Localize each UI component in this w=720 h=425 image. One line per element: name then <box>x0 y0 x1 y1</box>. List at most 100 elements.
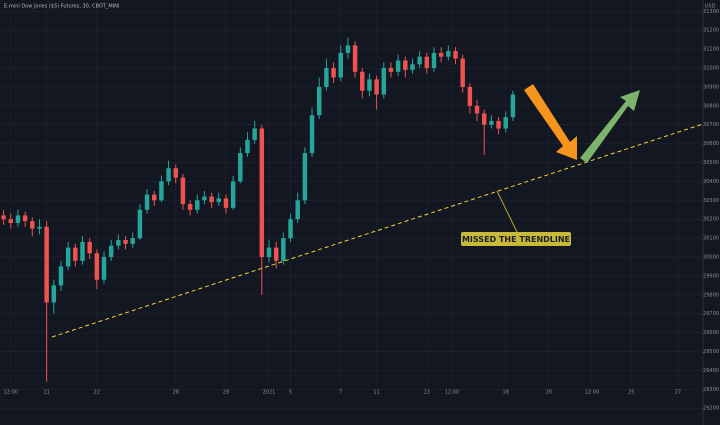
candle-body <box>44 226 49 303</box>
candle-body <box>446 51 451 57</box>
candle-body <box>30 221 35 229</box>
candle-body <box>510 94 516 118</box>
candle-body <box>460 58 465 87</box>
candle-body <box>417 56 422 65</box>
x-tick-label: 20 <box>546 390 552 396</box>
candle-body <box>331 68 336 78</box>
y-tick-label: 30600 <box>703 141 719 147</box>
candle-body <box>180 177 186 205</box>
x-tick-label: 21 <box>43 390 49 396</box>
candle-body <box>281 238 286 261</box>
candle-body <box>302 153 308 201</box>
candle-body <box>101 257 107 280</box>
x-tick-label: 29 <box>223 390 229 396</box>
candle-body <box>453 51 458 59</box>
candle-body <box>123 240 128 244</box>
y-tick-label: 31000 <box>703 66 719 72</box>
y-tick-label: 31100 <box>703 47 719 53</box>
candle-body <box>438 52 444 57</box>
candle-body <box>410 64 415 70</box>
candle-body <box>152 194 157 201</box>
candle-body <box>259 128 265 258</box>
candle-body <box>58 266 64 286</box>
candle-body <box>37 226 42 229</box>
candle-body <box>159 181 164 201</box>
y-tick-label: 30000 <box>703 255 719 261</box>
candle-body <box>80 241 85 261</box>
annotation-pointer <box>496 190 518 233</box>
candle-body <box>94 253 100 280</box>
candle-body <box>503 117 508 129</box>
candle-body <box>295 200 300 220</box>
y-tick-label: 29700 <box>703 311 719 317</box>
candle-body <box>381 68 387 95</box>
candle-body <box>187 204 193 210</box>
x-tick-label: 12:00 <box>4 390 18 396</box>
candle-body <box>116 240 121 246</box>
x-tick-label: 28 <box>173 390 179 396</box>
candle-body <box>202 196 207 201</box>
candle-body <box>309 115 315 154</box>
candle-body <box>22 215 28 222</box>
annotation-text: MISSED THE TRENDLINE <box>462 235 570 244</box>
candle-body <box>209 196 214 203</box>
chart-title: E-mini Dow Jones ($5) Futures, 30, CBOT_… <box>4 4 119 10</box>
annotation-box <box>461 232 571 246</box>
candle-body <box>144 194 150 210</box>
candle-body <box>273 247 279 261</box>
candle-body <box>489 120 494 125</box>
y-tick-label: 29600 <box>703 330 719 336</box>
y-tick-label: 30900 <box>703 84 719 90</box>
candle-body <box>395 60 401 72</box>
candle-body <box>238 153 243 182</box>
candle-body <box>130 238 135 244</box>
candle-body <box>367 79 372 91</box>
candle-body <box>216 198 222 203</box>
green-arrow <box>580 90 640 163</box>
candle-body <box>496 120 501 129</box>
x-tick-label: 22 <box>94 390 100 396</box>
candle-body <box>8 219 13 224</box>
y-tick-label: 30300 <box>703 198 719 204</box>
y-tick-label: 30100 <box>703 236 719 242</box>
x-tick-label: 5 <box>289 390 292 396</box>
candle-body <box>137 209 143 239</box>
candle-body <box>252 128 257 140</box>
x-tick-label: 12:00 <box>585 390 599 396</box>
x-tick-label: 11 <box>373 390 379 396</box>
candle-body <box>51 285 57 303</box>
candle-body <box>324 68 329 87</box>
candle-body <box>1 215 6 220</box>
orange-arrow <box>524 84 577 160</box>
y-tick-label: 30800 <box>703 103 719 109</box>
candle-body <box>230 181 236 208</box>
candle-body <box>424 56 430 69</box>
y-tick-label: 30500 <box>703 160 719 166</box>
trendline <box>51 123 704 338</box>
y-tick-label: 29800 <box>703 292 719 298</box>
y-tick-label: 29400 <box>703 368 719 374</box>
y-tick-label: 29500 <box>703 349 719 355</box>
candle-body <box>245 139 250 154</box>
y-tick-label: 31300 <box>703 9 719 15</box>
candle-body <box>431 52 437 69</box>
candle-body <box>65 247 71 267</box>
candle-body <box>360 71 365 91</box>
candle-body <box>474 105 480 114</box>
y-tick-label: 29900 <box>703 273 719 279</box>
candle-body <box>345 45 351 53</box>
candle-body <box>403 60 408 70</box>
x-tick-label: 27 <box>675 390 681 396</box>
x-tick-label: 7 <box>339 390 342 396</box>
y-tick-label: 30700 <box>703 122 719 128</box>
x-tick-label: 12:00 <box>445 390 459 396</box>
x-tick-label: 18 <box>503 390 509 396</box>
x-tick-label: 25 <box>628 390 634 396</box>
candle-body <box>338 52 343 78</box>
y-tick-label: 29200 <box>703 406 719 412</box>
candle-body <box>166 168 171 182</box>
currency-label: USD <box>705 4 716 10</box>
candle-body <box>15 215 21 224</box>
